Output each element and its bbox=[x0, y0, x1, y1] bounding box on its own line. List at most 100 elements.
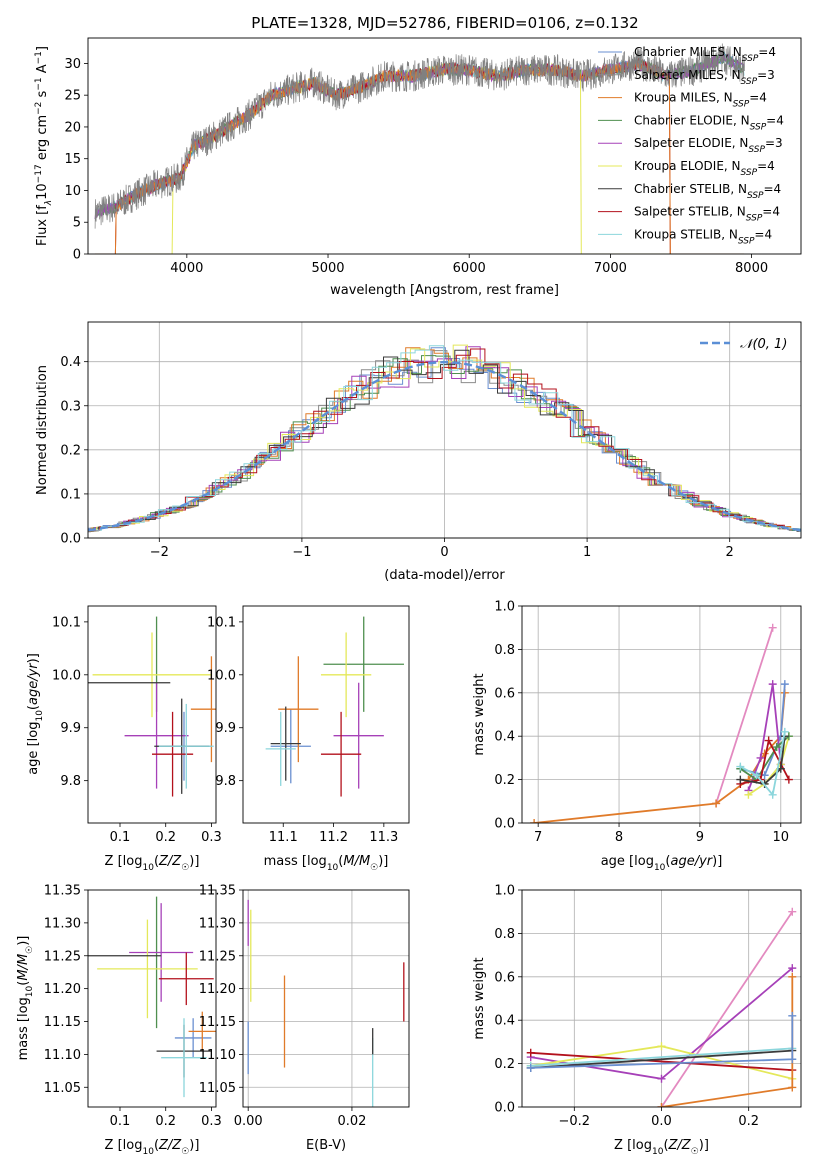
weight-marker bbox=[772, 743, 781, 752]
axes-frame bbox=[87, 605, 217, 824]
x-tick-label: 9 bbox=[696, 830, 704, 845]
x-axis-label: Z [log10(Z/Z☉)] bbox=[105, 1138, 200, 1157]
y-tick-label: 0.2 bbox=[494, 1057, 515, 1072]
weight-marker bbox=[780, 727, 789, 736]
axes-frame bbox=[87, 321, 802, 539]
y-tick-label: 0.6 bbox=[494, 970, 515, 985]
y-tick-label: 0.0 bbox=[494, 817, 515, 832]
legend-label: Salpeter MILES, NSSP=3 bbox=[634, 68, 775, 87]
weight-marker bbox=[526, 1048, 535, 1057]
y-tick-label: 0.6 bbox=[494, 686, 515, 701]
y-axis-label: mass weight bbox=[472, 673, 487, 755]
axes-frame bbox=[242, 889, 410, 1108]
weight-marker bbox=[756, 753, 765, 762]
panel-mass-Z: 0.1 0.2 0.3 11.05 11.10 11.15 11.20 11.25 11.30 1… bbox=[16, 884, 222, 1158]
axes-frame bbox=[242, 605, 410, 824]
y-tick-label: 0.2 bbox=[60, 443, 81, 458]
y-tick-label: 0.8 bbox=[494, 643, 515, 658]
x-tick-label: 2 bbox=[726, 545, 734, 560]
y-tick-label: 0.4 bbox=[60, 355, 81, 370]
weight-marker bbox=[744, 790, 753, 799]
y-tick-label: 11.20 bbox=[199, 982, 236, 997]
weight-line bbox=[661, 976, 794, 1107]
x-tick-label: 0.3 bbox=[201, 1114, 222, 1129]
weight-line bbox=[660, 911, 794, 1107]
x-axis-label: Z [log10(Z/Z☉)] bbox=[105, 854, 200, 873]
x-axis-label: wavelength [Angstrom, rest frame] bbox=[330, 283, 559, 298]
legend-label: Salpeter ELODIE, NSSP=3 bbox=[634, 136, 783, 155]
y-tick-label: 11.25 bbox=[199, 949, 236, 964]
y-tick-label: 11.35 bbox=[44, 884, 81, 899]
y-tick-label: 0.8 bbox=[494, 927, 515, 942]
x-tick-label: 4000 bbox=[170, 261, 203, 276]
weight-line bbox=[530, 1051, 793, 1071]
y-axis-label: Normed distribution bbox=[35, 365, 50, 495]
weight-line bbox=[740, 736, 786, 785]
weight-marker bbox=[788, 972, 797, 981]
weight-marker bbox=[788, 964, 797, 973]
weight-line bbox=[747, 735, 790, 796]
weight-marker bbox=[736, 762, 745, 771]
weight-marker bbox=[752, 771, 761, 780]
x-tick-label: −1 bbox=[292, 545, 311, 560]
x-tick-label: 0.1 bbox=[110, 830, 131, 845]
weight-marker bbox=[768, 623, 777, 632]
residual-histogram bbox=[88, 348, 801, 531]
weight-line bbox=[530, 1049, 793, 1069]
panel-residuals: −2 −1 0 1 2 0.0 0.1 0.2 0.3 0.4 𝒩(0, 1) (data-model… bbox=[35, 321, 802, 583]
weight-marker bbox=[657, 1074, 666, 1083]
weight-marker bbox=[526, 1063, 535, 1072]
legend-label: 𝒩(0, 1) bbox=[740, 337, 787, 352]
plot-area bbox=[88, 616, 216, 797]
y-tick-label: 10.0 bbox=[52, 668, 81, 683]
x-tick-label: 0.2 bbox=[155, 830, 176, 845]
legend-label: Kroupa MILES, NSSP=4 bbox=[634, 91, 767, 110]
y-tick-label: 10.1 bbox=[52, 615, 81, 630]
residual-histogram bbox=[88, 347, 801, 533]
weight-marker bbox=[788, 1083, 797, 1092]
plot-area bbox=[265, 616, 404, 797]
y-tick-label: 0.0 bbox=[494, 1101, 515, 1116]
x-tick-label: 11.3 bbox=[369, 830, 398, 845]
residual-histogram bbox=[88, 350, 801, 533]
y-tick-label: 11.10 bbox=[44, 1048, 81, 1063]
x-tick-label: 6000 bbox=[453, 261, 486, 276]
y-tick-label: 10.1 bbox=[207, 615, 236, 630]
y-tick-label: 20 bbox=[64, 120, 81, 135]
x-tick-label: 5000 bbox=[311, 261, 344, 276]
y-tick-label: 0.4 bbox=[494, 1014, 515, 1029]
plot-area bbox=[94, 43, 745, 254]
panel-age-Z: 0.1 0.2 0.3 9.8 9.9 10.0 10.1 Z [log10(Z/Z☉)] ag… bbox=[26, 605, 222, 873]
y-tick-label: 25 bbox=[64, 89, 81, 104]
axes-frame bbox=[521, 605, 802, 824]
figure-title: PLATE=1328, MJD=52786, FIBERID=0106, z=0… bbox=[251, 14, 638, 32]
plot-area bbox=[526, 907, 797, 1107]
weight-line bbox=[740, 684, 786, 777]
x-tick-label: 0.2 bbox=[155, 1114, 176, 1129]
y-tick-label: 0 bbox=[73, 248, 81, 263]
plot-area bbox=[530, 623, 793, 823]
y-axis-label: age [log10(age/yr)] bbox=[26, 653, 45, 775]
y-tick-label: 9.9 bbox=[215, 721, 236, 736]
x-tick-label: 0.02 bbox=[337, 1114, 366, 1129]
y-tick-label: 9.8 bbox=[60, 774, 81, 789]
y-axis-label: Flux [fλ10−17 erg cm−2 s−1 A−1] bbox=[34, 46, 54, 246]
legend-label: Kroupa ELODIE, NSSP=4 bbox=[634, 159, 775, 178]
weight-marker bbox=[712, 799, 721, 808]
y-tick-label: 10 bbox=[64, 184, 81, 199]
y-tick-label: 1.0 bbox=[494, 884, 515, 899]
weight-line bbox=[739, 731, 786, 797]
weight-marker bbox=[768, 680, 777, 689]
x-tick-label: −0.2 bbox=[559, 1114, 591, 1129]
x-tick-label: 11.1 bbox=[269, 830, 298, 845]
weight-marker bbox=[657, 1103, 666, 1107]
x-tick-label: 0 bbox=[440, 545, 448, 560]
legend-label: Chabrier ELODIE, NSSP=4 bbox=[634, 113, 784, 132]
model-spectrum bbox=[95, 57, 744, 254]
weight-marker bbox=[764, 736, 773, 745]
panels-layer: 4000 5000 6000 7000 8000051015202530Chabrier… bbox=[16, 37, 802, 1158]
x-tick-label: 0.0 bbox=[651, 1114, 672, 1129]
panel-weight-Z: −0.2 0.0 0.2 0.0 0.2 0.4 0.6 0.8 1.0 Z [log10(Z/Z… bbox=[472, 884, 802, 1157]
x-axis-label: (data-model)/error bbox=[384, 568, 505, 583]
